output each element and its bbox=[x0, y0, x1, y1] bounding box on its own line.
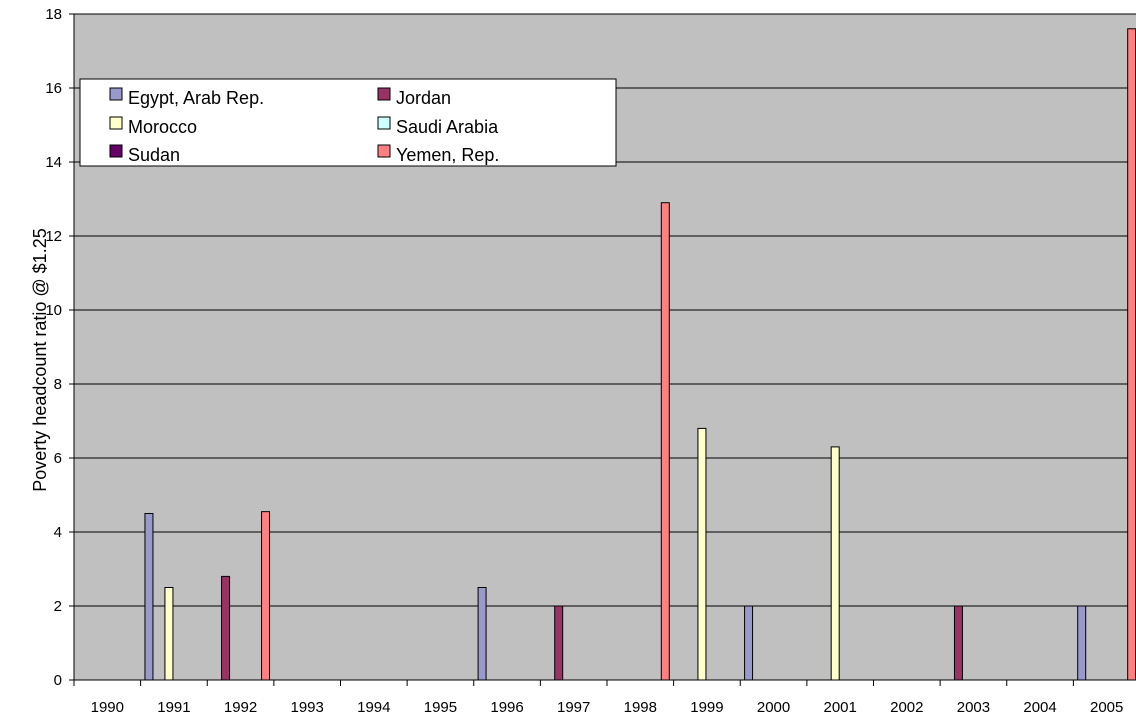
x-tick-label: 1990 bbox=[91, 699, 124, 716]
legend-swatch bbox=[109, 144, 123, 158]
legend-swatch bbox=[109, 87, 123, 101]
x-tick-label: 2004 bbox=[1023, 699, 1056, 716]
y-tick-label: 16 bbox=[45, 80, 62, 97]
bar-yemen-rep-1992 bbox=[261, 511, 271, 681]
legend-label: Saudi Arabia bbox=[396, 117, 499, 137]
bar-morocco-2001 bbox=[830, 446, 840, 681]
x-tick-label: 1997 bbox=[557, 699, 590, 716]
legend-box bbox=[79, 78, 617, 167]
bar-jordan-1992 bbox=[221, 575, 231, 681]
y-axis-ticks: 0 2 4 6 8 10 12 14 16 18 bbox=[45, 6, 74, 689]
legend: Egypt, Arab Rep. Jordan Morocco Saudi Arabi… bbox=[79, 78, 617, 167]
y-tick-label: 8 bbox=[54, 376, 62, 393]
x-tick-label: 1998 bbox=[624, 699, 657, 716]
x-axis-ticks: 1990 1991 1992 1993 1994 1995 1996 1997 1998 1999… bbox=[73, 680, 1123, 716]
x-tick-label: 1999 bbox=[690, 699, 723, 716]
y-tick-label: 0 bbox=[54, 672, 62, 689]
bar-egypt-arab-rep-2000 bbox=[744, 605, 754, 681]
bar-morocco-1991 bbox=[164, 587, 174, 681]
legend-label: Jordan bbox=[396, 88, 451, 108]
bar-yemen-rep-1998 bbox=[660, 202, 670, 681]
bar-egypt-arab-rep-1996 bbox=[477, 587, 487, 681]
bar-jordan-2003 bbox=[953, 605, 963, 681]
bar-jordan-1997 bbox=[554, 605, 564, 681]
x-tick-label: 2000 bbox=[757, 699, 790, 716]
bar-yemen-rep-2005 bbox=[1127, 28, 1136, 681]
legend-label: Yemen, Rep. bbox=[396, 145, 499, 165]
legend-swatch bbox=[377, 144, 391, 158]
legend-label: Egypt, Arab Rep. bbox=[128, 88, 264, 108]
x-tick-label: 2002 bbox=[890, 699, 923, 716]
x-tick-label: 1993 bbox=[291, 699, 324, 716]
x-tick-label: 1991 bbox=[157, 699, 190, 716]
y-tick-label: 6 bbox=[54, 450, 62, 467]
bar-morocco-1999 bbox=[697, 427, 707, 681]
y-tick-label: 18 bbox=[45, 6, 62, 23]
y-tick-label: 4 bbox=[54, 524, 62, 541]
x-tick-label: 2003 bbox=[957, 699, 990, 716]
x-tick-label: 1995 bbox=[424, 699, 457, 716]
legend-label: Morocco bbox=[128, 117, 197, 137]
legend-label: Sudan bbox=[128, 145, 180, 165]
bar-egypt-arab-rep-2005 bbox=[1077, 605, 1087, 681]
legend-swatch bbox=[377, 87, 391, 101]
x-tick-label: 2005 bbox=[1090, 699, 1123, 716]
y-axis-title: Poverty headcount ratio @ $1.25 bbox=[30, 228, 50, 491]
y-tick-label: 14 bbox=[45, 154, 62, 171]
y-tick-label: 12 bbox=[45, 228, 62, 245]
legend-swatch bbox=[377, 116, 391, 130]
x-tick-label: 1992 bbox=[224, 699, 257, 716]
x-tick-label: 1994 bbox=[357, 699, 390, 716]
x-tick-label: 2001 bbox=[824, 699, 857, 716]
y-tick-label: 2 bbox=[54, 598, 62, 615]
legend-swatch bbox=[109, 116, 123, 130]
y-tick-label: 10 bbox=[45, 302, 62, 319]
bar-egypt-arab-rep-1991 bbox=[144, 513, 154, 681]
x-tick-label: 1996 bbox=[490, 699, 523, 716]
